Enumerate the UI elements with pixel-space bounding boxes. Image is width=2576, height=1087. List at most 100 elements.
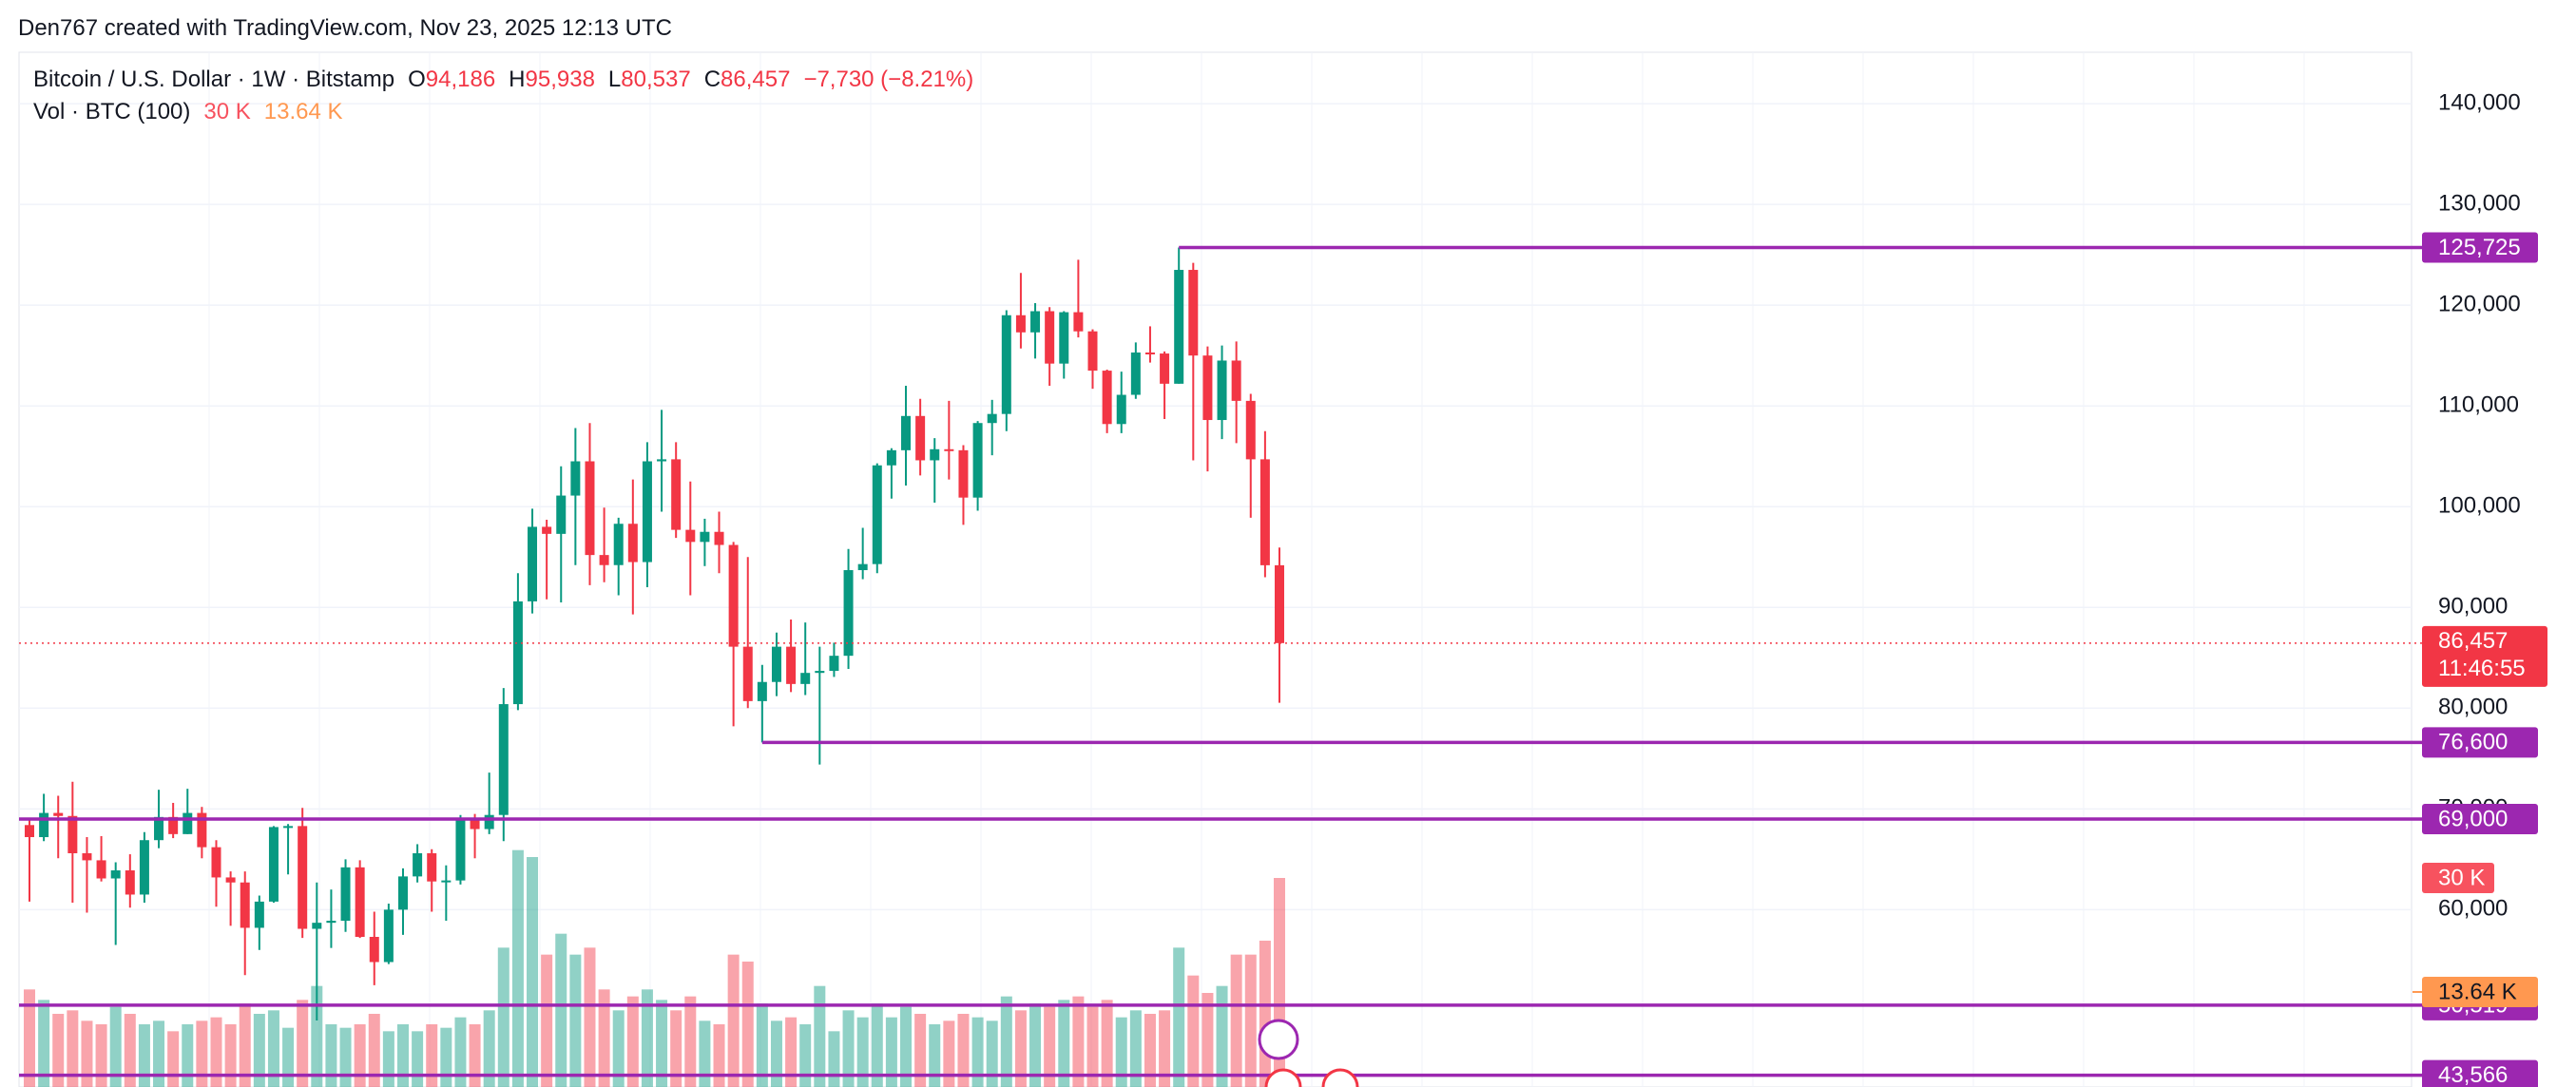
volume-bar bbox=[626, 996, 639, 1087]
countdown: 11:46:55 bbox=[2438, 656, 2526, 681]
volume-bar bbox=[799, 1024, 812, 1087]
candle-body bbox=[886, 449, 896, 466]
level-label: 76,600 bbox=[2438, 730, 2508, 755]
volume-bar bbox=[167, 1031, 180, 1087]
volume-bar bbox=[124, 1014, 136, 1087]
volume-bar bbox=[239, 1003, 251, 1087]
candle-body bbox=[1144, 352, 1155, 354]
ohlc-value: 80,537 bbox=[621, 67, 691, 92]
volume-bar bbox=[785, 1017, 798, 1087]
candle-body bbox=[298, 826, 308, 929]
level-tag bbox=[2422, 1059, 2538, 1087]
event-icon bbox=[1264, 1068, 1302, 1087]
candle-body bbox=[67, 815, 78, 853]
candle-body bbox=[1045, 311, 1055, 364]
volume-bar bbox=[527, 857, 539, 1087]
candle-body bbox=[771, 646, 781, 682]
candle-body bbox=[1015, 315, 1026, 333]
candle-body bbox=[125, 870, 135, 895]
candle-body bbox=[397, 876, 408, 910]
y-tick-label: 60,000 bbox=[2438, 896, 2508, 922]
volume-bar bbox=[67, 1010, 79, 1087]
change: −7,730 (−8.21%) bbox=[803, 67, 974, 92]
level-label: 125,725 bbox=[2438, 235, 2521, 260]
level-tag bbox=[2422, 803, 2538, 834]
volume-bar bbox=[871, 1003, 883, 1087]
candle-body bbox=[757, 681, 767, 701]
volume-bar bbox=[612, 1010, 625, 1087]
candle-body bbox=[225, 877, 236, 883]
ohlc-value: 95,938 bbox=[525, 67, 595, 92]
volume-bar bbox=[412, 1031, 424, 1087]
candle-body bbox=[829, 656, 839, 672]
ohlc-key: L bbox=[607, 67, 622, 92]
candle-body bbox=[427, 852, 437, 882]
candle-body bbox=[498, 704, 509, 815]
candle-body bbox=[642, 461, 652, 563]
volume-bar bbox=[1187, 975, 1200, 1087]
candle-body bbox=[987, 413, 997, 424]
volume-bar bbox=[1115, 1017, 1127, 1087]
volume-bar bbox=[282, 1027, 295, 1087]
volume-bar bbox=[24, 989, 35, 1087]
volume-bar bbox=[469, 1024, 481, 1087]
candle-body bbox=[268, 827, 279, 902]
candle-body bbox=[556, 495, 567, 534]
volume-bar bbox=[1029, 1003, 1042, 1087]
level-tag bbox=[2422, 727, 2538, 758]
candle-body bbox=[542, 526, 552, 534]
volume-bar bbox=[856, 1017, 869, 1087]
level-label: 43,566 bbox=[2438, 1062, 2508, 1087]
candle-body bbox=[168, 816, 179, 834]
pane-border bbox=[18, 51, 2413, 1087]
volume-bar bbox=[885, 1017, 897, 1087]
y-tick-label: 90,000 bbox=[2438, 594, 2508, 620]
y-tick-label: 100,000 bbox=[2438, 493, 2521, 519]
candle-body bbox=[340, 867, 351, 922]
volume-bar bbox=[109, 1006, 122, 1087]
level-tag bbox=[2422, 232, 2538, 263]
candle-body bbox=[1001, 315, 1011, 414]
volume-bar bbox=[354, 1024, 366, 1087]
candle-body bbox=[1188, 270, 1199, 356]
volume-bar bbox=[1000, 996, 1012, 1087]
volume-bar bbox=[138, 1024, 150, 1087]
volume-ma-label: 13.64 K bbox=[2438, 979, 2517, 1004]
volume-bar bbox=[454, 1017, 467, 1087]
candle-body bbox=[183, 812, 193, 834]
volume-bar bbox=[814, 985, 826, 1087]
ohlc-value: 94,186 bbox=[425, 67, 496, 92]
candle-body bbox=[355, 867, 365, 938]
volume-bar bbox=[684, 996, 697, 1087]
ohlc-key: C bbox=[703, 67, 721, 92]
volume-bar bbox=[943, 1020, 955, 1087]
volume-bar bbox=[1144, 1014, 1156, 1087]
candle-body bbox=[1275, 564, 1284, 643]
candle-body bbox=[599, 555, 609, 565]
attribution: Den767 created with TradingView.com, Nov… bbox=[18, 15, 672, 41]
level-label: 69,000 bbox=[2438, 806, 2508, 831]
candle-body bbox=[958, 449, 969, 498]
candle-body bbox=[714, 531, 724, 545]
candle-body bbox=[1030, 311, 1041, 333]
volume-bar bbox=[210, 1017, 222, 1087]
candle-body bbox=[915, 415, 926, 461]
candle-body bbox=[1259, 459, 1270, 565]
candle-body bbox=[1231, 360, 1241, 401]
volume-bar bbox=[52, 1014, 65, 1087]
volume-bar bbox=[182, 1024, 194, 1087]
volume-bar bbox=[297, 1000, 309, 1087]
volume-bar bbox=[511, 849, 524, 1087]
y-tick-label: 80,000 bbox=[2438, 695, 2508, 720]
candle-body bbox=[369, 937, 379, 963]
volume-bar bbox=[598, 989, 610, 1087]
volume-bar bbox=[699, 1020, 711, 1087]
volume-bar bbox=[713, 1024, 725, 1087]
event-icon bbox=[1258, 1019, 1299, 1060]
candle-body bbox=[901, 415, 912, 450]
volume-bar bbox=[426, 1024, 438, 1087]
candle-body bbox=[1102, 371, 1112, 425]
volume-bar bbox=[1216, 985, 1228, 1087]
